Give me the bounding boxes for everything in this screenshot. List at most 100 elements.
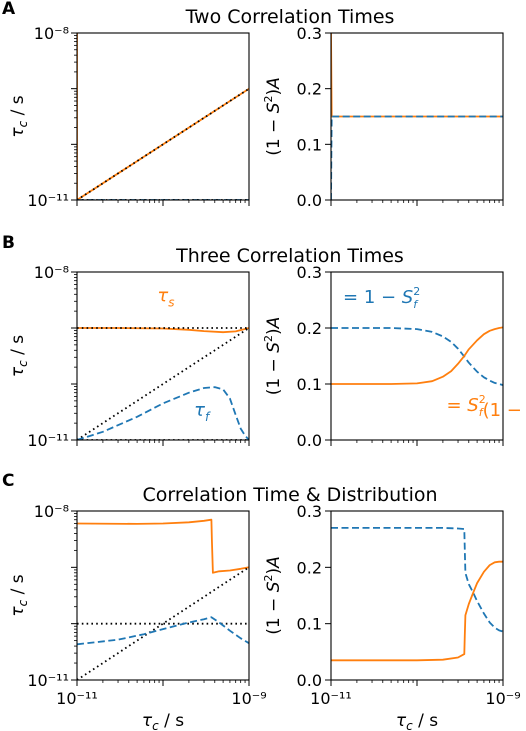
chart-a-left: 10⁻⁸ 10⁻¹¹ τc / s xyxy=(8,24,250,210)
y-tick-label: 0.2 xyxy=(297,558,322,577)
series-line-orange-solid-1 xyxy=(331,326,503,385)
y-label-a: A xyxy=(264,556,284,569)
panel-letter-c: C xyxy=(2,471,14,491)
annotation-sup: 2 xyxy=(479,393,486,406)
series-line-blue-dashed-0 xyxy=(331,327,503,386)
y-label-close: ) xyxy=(264,89,284,96)
y-tick-label: 10⁻¹¹ xyxy=(27,671,69,690)
series-group xyxy=(331,326,503,386)
y-tick-label: 0.3 xyxy=(297,502,322,521)
y-label-part: (1 − xyxy=(264,353,284,396)
y-tick-label: 10⁻¹¹ xyxy=(27,431,69,450)
y-tick-label: 10⁻¹¹ xyxy=(27,191,69,210)
x-label-tau: τ xyxy=(396,711,407,731)
series-group xyxy=(77,33,249,200)
annotation-sub: f xyxy=(205,410,211,424)
ticks xyxy=(325,32,504,206)
series-line-blue-dashed-3 xyxy=(77,616,249,646)
y-tick-label: 0.1 xyxy=(297,135,322,154)
y-label-unit: / s xyxy=(8,95,28,121)
y-label-a: A xyxy=(264,317,284,330)
y-axis-label: τc / s xyxy=(8,574,30,616)
annotation-sub: f xyxy=(479,406,485,419)
x-axis-label: τc / s xyxy=(396,711,438,731)
annotation-sup: 2 xyxy=(413,285,420,298)
y-tick-label: 10⁻⁸ xyxy=(34,24,69,43)
series-line-orange-solid-0 xyxy=(331,33,503,118)
x-label-unit: / s xyxy=(159,711,185,731)
y-label-sub: c xyxy=(16,120,30,127)
chart-c-right: 0.0 0.1 0.2 0.3 10⁻¹¹ 10⁻⁹ (1 − S2)A τc / s xyxy=(262,502,521,731)
axes-frame xyxy=(76,510,250,681)
y-label-sup: 2 xyxy=(262,574,275,581)
ticks xyxy=(71,510,250,686)
series-line-black-dotted-2 xyxy=(77,327,249,440)
y-axis-label: (1 − S2)A xyxy=(262,317,284,396)
y-tick-label: 0.0 xyxy=(297,191,322,210)
x-tick-label: 10⁻⁹ xyxy=(231,689,266,708)
x-label-sub: c xyxy=(406,719,413,731)
y-tick-label: 0.3 xyxy=(297,24,322,43)
y-label-sup: 2 xyxy=(262,95,275,102)
y-tick-label: 0.1 xyxy=(297,375,322,394)
y-label-s: S xyxy=(264,581,284,592)
x-label-unit: / s xyxy=(413,711,439,731)
y-label-tau: τ xyxy=(8,606,28,617)
chart-b-right: 0.00.10.20.3(1 − S2)A= 1 − S2 f= S2 f(1 − … xyxy=(262,263,526,450)
ticks xyxy=(325,271,504,446)
annotation-right-0: = 1 − S2 f xyxy=(343,285,420,311)
y-label-close: ) xyxy=(264,328,284,335)
y-label-a: A xyxy=(264,77,284,90)
series-line-orange-solid-0 xyxy=(77,327,249,334)
x-tick-label: 10⁻⁹ xyxy=(485,689,520,708)
y-tick-label: 0.0 xyxy=(297,671,322,690)
y-tick-label: 10⁻⁸ xyxy=(34,263,69,282)
panel-title-a: Two Correlation Times xyxy=(185,6,395,28)
annotation-sub: f xyxy=(413,298,419,311)
x-tick-label: 10⁻¹¹ xyxy=(310,689,352,708)
annotation-left-0: τs xyxy=(157,285,174,309)
x-axis-label: τc / s xyxy=(142,711,184,731)
series-group xyxy=(331,527,503,662)
y-label-sub: c xyxy=(16,599,30,606)
ticks xyxy=(71,271,250,446)
series-line-blue-dashed-0 xyxy=(331,527,503,633)
annotation-base: τ xyxy=(194,400,205,421)
y-label-s: S xyxy=(264,102,284,113)
x-tick-label: 10⁻¹¹ xyxy=(56,689,98,708)
series-line-blue-dashed-3 xyxy=(77,386,249,440)
series-line-orange-solid-1 xyxy=(331,560,503,662)
series-group xyxy=(77,518,249,680)
y-label-tau: τ xyxy=(8,127,28,138)
series-line-black-dotted-1 xyxy=(77,87,249,200)
y-label-unit: / s xyxy=(8,574,28,600)
series-group xyxy=(77,327,249,440)
panel-title-c: Correlation Time & Distribution xyxy=(142,484,437,506)
annotation-s: S xyxy=(402,287,413,308)
y-tick-label: 10⁻⁸ xyxy=(34,502,69,521)
annotation-text: = xyxy=(446,395,467,416)
y-label-sub: c xyxy=(16,360,30,367)
annotation-text: = 1 − xyxy=(343,287,402,308)
y-label-part: (1 − xyxy=(264,592,284,635)
annotation-right-1: = S2f(1 − S2s) xyxy=(446,393,526,426)
ticks xyxy=(325,510,504,686)
x-label-tau: τ xyxy=(142,711,153,731)
panel-title-b: Three Correlation Times xyxy=(175,245,404,267)
ticks xyxy=(71,32,250,206)
x-label-sub: c xyxy=(152,719,159,731)
y-label-unit: / s xyxy=(8,335,28,361)
y-tick-label: 0.0 xyxy=(297,431,322,450)
y-tick-label: 0.3 xyxy=(297,263,322,282)
y-axis-label: (1 − S2)A xyxy=(262,77,284,156)
series-line-orange-solid-0 xyxy=(77,518,249,574)
y-axis-label: (1 − S2)A xyxy=(262,556,284,635)
y-label-tau: τ xyxy=(8,366,28,377)
y-axis-label: τc / s xyxy=(8,95,30,137)
annotation-left-1: τf xyxy=(194,400,211,424)
annotation-s: S xyxy=(467,395,478,416)
y-tick-label: 0.1 xyxy=(297,615,322,634)
